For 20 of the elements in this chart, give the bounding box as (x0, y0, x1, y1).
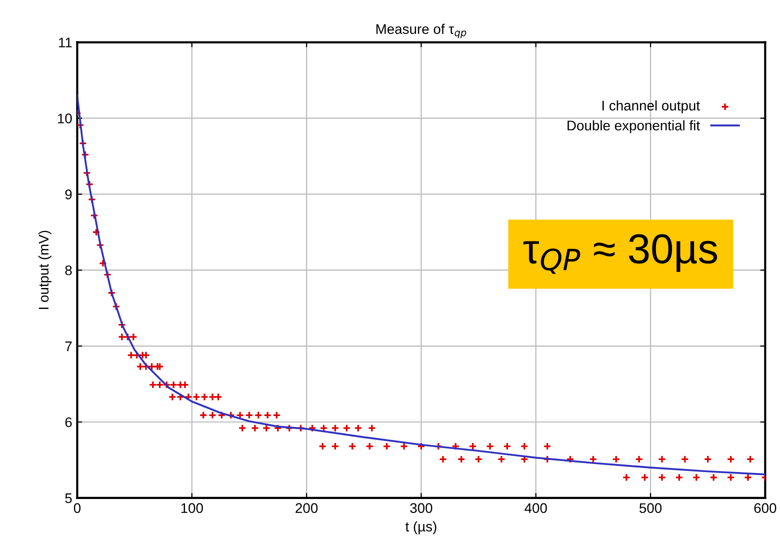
y-tick-label: 11 (58, 38, 72, 48)
y-tick-label: 9 (65, 189, 72, 200)
y-tick-label: 8 (65, 265, 72, 276)
y-axis-title: I output (mV) (38, 230, 52, 309)
legend-label: I channel output (602, 100, 700, 114)
chart-title: Measure of τ$_{qp}$ (376, 24, 466, 38)
y-tick-label: 7 (65, 342, 72, 352)
x-axis-title: t (µs) (405, 521, 436, 534)
y-tick-label: 10 (58, 114, 72, 124)
x-tick-label: 0 (74, 503, 81, 514)
x-tick-label: 100 (181, 503, 203, 514)
x-tick-label: 600 (754, 503, 776, 514)
legend-label: Double exponential fit (568, 120, 700, 134)
x-tick-label: 500 (639, 503, 662, 514)
x-tick-label: 200 (296, 503, 318, 514)
annotation: τ$_{QP}$ ≈ 30µs (523, 234, 718, 274)
y-tick-label: 5 (65, 493, 72, 504)
x-tick-label: 300 (410, 503, 432, 514)
y-tick-label: 6 (65, 417, 72, 428)
x-tick-label: 400 (524, 503, 547, 514)
